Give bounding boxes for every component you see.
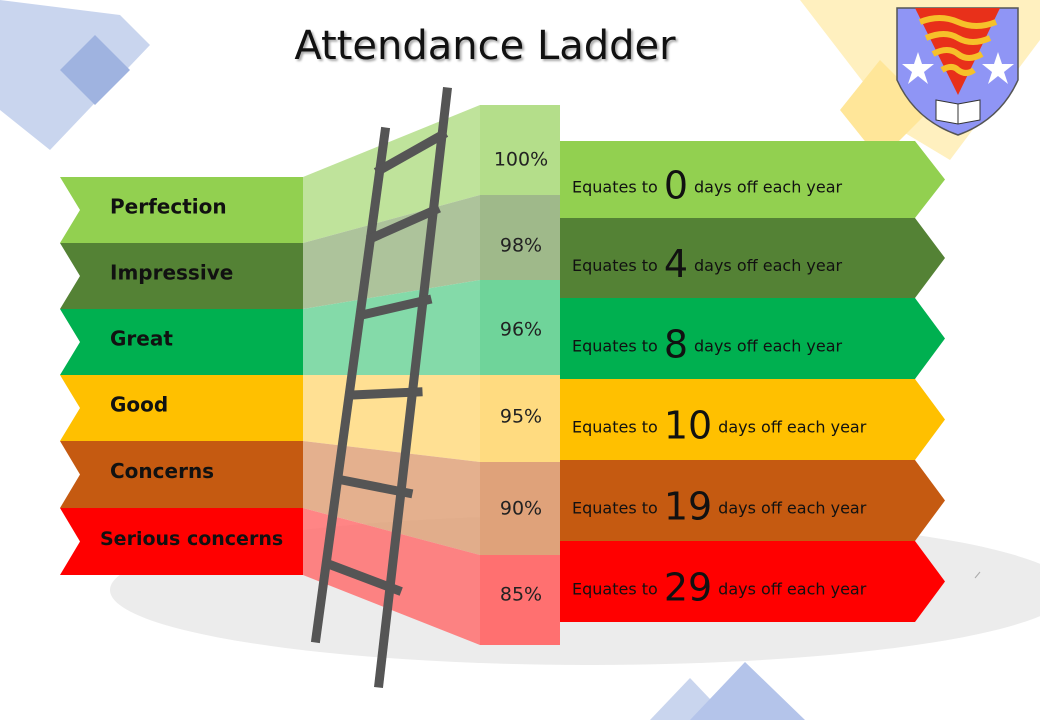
equates-prefix: Equates to (572, 498, 658, 517)
level-percent: 96% (500, 319, 542, 341)
days-count: 10 (664, 403, 712, 447)
level-row: Serious concerns 85% Equates to 29 days off … (60, 508, 945, 645)
level-label: Great (110, 327, 173, 351)
level-label: Impressive (110, 261, 233, 285)
level-percent: 85% (500, 584, 542, 606)
level-label: Perfection (110, 195, 227, 219)
left-ribbon (60, 243, 303, 309)
step-front (480, 195, 560, 280)
equates-prefix: Equates to (572, 579, 658, 598)
days-text: Equates to 10 days off each year (572, 403, 867, 447)
days-suffix: days off each year (694, 336, 843, 355)
days-text: Equates to 8 days off each year (572, 322, 843, 366)
left-ribbon (60, 375, 303, 441)
step-front (480, 375, 560, 462)
left-ribbon (60, 441, 303, 508)
step-side (303, 280, 480, 375)
step-front (480, 105, 560, 195)
days-count: 8 (664, 322, 688, 366)
crest (896, 7, 1019, 136)
level-row: Concerns 90% Equates to 19 days off each yea… (60, 441, 945, 555)
ladder (310, 87, 452, 688)
right-arrow (560, 541, 945, 622)
days-count: 4 (664, 242, 688, 286)
days-count: 19 (664, 484, 712, 528)
level-row: Great 96% Equates to 8 days off each year (60, 280, 945, 379)
level-row: Good 95% Equates to 10 days off each year (60, 375, 945, 462)
equates-prefix: Equates to (572, 336, 658, 355)
right-arrow (560, 379, 945, 460)
step-front (480, 462, 560, 555)
step-front (480, 280, 560, 375)
level-label: Serious concerns (100, 528, 283, 550)
days-count: 29 (664, 565, 712, 609)
level-percent: 95% (500, 406, 542, 428)
step-side (303, 441, 480, 555)
left-ribbon (60, 508, 303, 575)
level-percent: 98% (500, 235, 542, 257)
step-front (480, 555, 560, 645)
level-label: Good (110, 393, 168, 417)
equates-prefix: Equates to (572, 417, 658, 436)
title: Attendance Ladder (294, 23, 676, 69)
days-suffix: days off each year (718, 417, 867, 436)
level-label: Concerns (110, 459, 214, 483)
levels: Perfection 100% Equates to 0 days off each y… (60, 105, 945, 645)
days-suffix: days off each year (718, 579, 867, 598)
days-suffix: days off each year (694, 177, 843, 196)
days-text: Equates to 4 days off each year (572, 242, 843, 286)
days-text: Equates to 19 days off each year (572, 484, 867, 528)
equates-prefix: Equates to (572, 256, 658, 275)
left-ribbon (60, 309, 303, 375)
days-text: Equates to 0 days off each year (572, 163, 843, 207)
level-percent: 100% (494, 149, 548, 171)
right-arrow (560, 460, 945, 541)
days-text: Equates to 29 days off each year (572, 565, 867, 609)
days-suffix: days off each year (718, 498, 867, 517)
level-row: Impressive 98% Equates to 4 days off each ye… (60, 195, 945, 309)
right-arrow (560, 298, 945, 379)
days-count: 0 (664, 163, 688, 207)
equates-prefix: Equates to (572, 177, 658, 196)
left-ribbon (60, 177, 303, 243)
level-percent: 90% (500, 498, 542, 520)
right-arrow (560, 141, 945, 218)
days-suffix: days off each year (694, 256, 843, 275)
right-arrow (560, 218, 945, 298)
